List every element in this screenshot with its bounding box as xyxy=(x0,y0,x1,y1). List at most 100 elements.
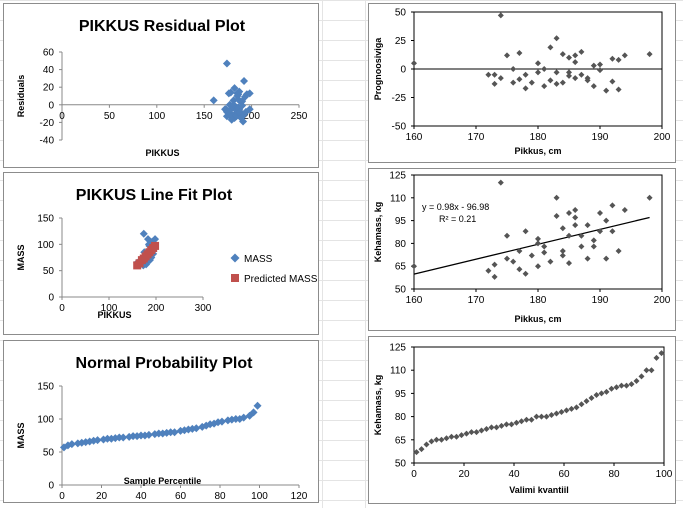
data-point xyxy=(217,417,226,426)
data-point xyxy=(516,266,523,273)
prognoosiviga-panel[interactable]: 50 25 0 -25 -50 160 170 180 190 200 Pikkus, cm Prog… xyxy=(368,3,676,163)
chart-title: PIKKUS Line Fit Plot xyxy=(76,187,233,204)
x-tick-label: 100 xyxy=(251,491,268,502)
kehamass-quantile-panel[interactable]: 125 110 95 80 65 50 0 20 40 60 80 100 Valimi kvantii… xyxy=(368,336,676,504)
legend-marker-mass xyxy=(230,253,240,263)
data-point xyxy=(559,79,566,86)
data-point xyxy=(566,72,572,79)
data-point xyxy=(609,228,616,235)
residual-plot-panel[interactable]: PIKKUS Residual Plot -40 -20 0 20 40 60 0 50 100 1… xyxy=(3,3,319,168)
data-point xyxy=(522,71,529,78)
data-point xyxy=(633,378,640,385)
data-point xyxy=(491,80,498,87)
data-point xyxy=(488,424,495,431)
data-point xyxy=(572,52,579,59)
data-point xyxy=(658,350,665,357)
data-point xyxy=(584,255,591,262)
y-tick-label: 100 xyxy=(37,240,54,251)
data-point xyxy=(609,202,616,209)
data-point xyxy=(239,117,248,126)
x-tick-label: 200 xyxy=(243,111,260,122)
y-tick-label: 80 xyxy=(395,239,407,250)
data-point xyxy=(192,424,201,433)
data-point xyxy=(485,267,492,274)
x-tick-label: 20 xyxy=(96,491,108,502)
data-point xyxy=(566,232,572,239)
y-tick-label: 125 xyxy=(389,171,406,182)
data-point xyxy=(597,67,603,74)
line-fit-plot-panel[interactable]: PIKKUS Line Fit Plot 0 50 100 150 0 100 200 300 P… xyxy=(3,172,319,335)
line-fit-plot-chart: PIKKUS Line Fit Plot 0 50 100 150 0 100 200 300 P… xyxy=(16,187,318,320)
data-point xyxy=(597,210,603,216)
x-tick-label: 190 xyxy=(592,295,609,306)
x-axis-title: Sample Percentile xyxy=(124,476,202,486)
data-point xyxy=(99,435,108,444)
data-point xyxy=(653,354,660,361)
x-axis-title: PIKKUS xyxy=(97,310,131,320)
data-point xyxy=(646,51,653,58)
data-point xyxy=(553,410,560,417)
data-point xyxy=(590,62,597,69)
x-tick-label: 0 xyxy=(59,111,65,122)
data-point xyxy=(541,243,548,250)
data-point xyxy=(566,210,572,216)
data-point xyxy=(453,433,460,440)
data-point xyxy=(497,12,504,19)
normal-probability-plot-panel[interactable]: Normal Probability Plot 0 50 100 150 0 20 40 60 8… xyxy=(3,340,319,503)
kehamass-line-fit-panel[interactable]: 125 110 95 80 65 50 160 170 180 190 200 Pikkus, cm K… xyxy=(368,168,676,331)
data-point xyxy=(413,449,420,456)
data-point xyxy=(73,439,82,448)
data-point xyxy=(603,217,610,224)
kehamass-quantile-chart: 125 110 95 80 65 50 0 20 40 60 80 100 Valimi kvantii… xyxy=(373,343,673,496)
data-point xyxy=(245,89,254,98)
y-tick-label: 40 xyxy=(43,65,55,76)
y-tick-label: 95 xyxy=(395,216,407,227)
y-tick-label: 50 xyxy=(43,266,55,277)
trendline-r2: R² = 0.21 xyxy=(439,214,476,224)
data-point xyxy=(139,229,148,238)
residual-plot-chart: PIKKUS Residual Plot -40 -20 0 20 40 60 0 50 100 1… xyxy=(16,18,308,158)
y-tick-label: 0 xyxy=(48,100,54,111)
data-point xyxy=(578,71,585,78)
data-point xyxy=(572,75,579,82)
x-tick-label: 190 xyxy=(592,132,609,143)
data-point xyxy=(572,214,579,221)
x-tick-label: 40 xyxy=(508,469,520,480)
data-point xyxy=(584,222,591,229)
chart-title: PIKKUS Residual Plot xyxy=(79,18,246,35)
data-point xyxy=(209,96,218,105)
x-axis-title: Valimi kvantiil xyxy=(509,485,569,495)
y-axis-title: MASS xyxy=(16,422,26,448)
data-point xyxy=(428,438,435,445)
x-axis-title: PIKKUS xyxy=(145,148,179,158)
data-point xyxy=(478,427,485,434)
data-point xyxy=(615,86,622,93)
data-point xyxy=(63,441,72,450)
data-point xyxy=(198,422,207,431)
y-tick-label: 110 xyxy=(390,193,406,204)
data-point xyxy=(535,60,541,67)
data-point xyxy=(473,429,480,436)
data-point xyxy=(158,429,167,438)
data-point xyxy=(510,258,517,265)
data-point xyxy=(590,83,597,90)
x-tick-label: 20 xyxy=(458,469,470,480)
y-tick-label: 0 xyxy=(48,293,54,304)
data-point xyxy=(210,419,219,428)
x-axis-title: Pikkus, cm xyxy=(514,314,561,324)
data-point xyxy=(516,50,523,57)
data-point xyxy=(150,430,159,439)
data-point xyxy=(504,255,510,262)
data-point xyxy=(510,66,517,72)
data-point xyxy=(170,428,179,437)
y-tick-label: 150 xyxy=(37,214,54,225)
data-point xyxy=(214,418,223,427)
data-point xyxy=(491,261,498,268)
data-point xyxy=(563,407,570,414)
x-tick-label: 170 xyxy=(468,295,485,306)
data-point xyxy=(458,432,465,439)
data-point xyxy=(443,435,450,442)
x-tick-label: 80 xyxy=(608,469,620,480)
data-point xyxy=(535,263,541,270)
data-point xyxy=(559,248,566,254)
